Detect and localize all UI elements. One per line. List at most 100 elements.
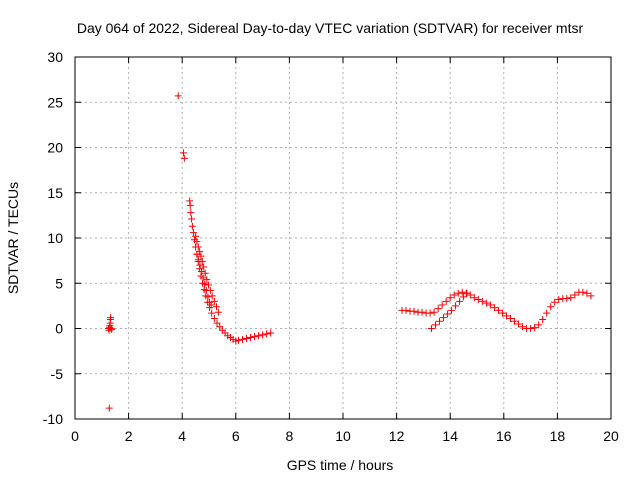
data-point — [186, 197, 194, 205]
data-point — [458, 288, 466, 296]
data-point — [418, 308, 426, 316]
data-point — [208, 292, 216, 300]
data-point — [478, 297, 486, 305]
data-point — [539, 315, 547, 323]
data-point — [192, 232, 200, 240]
data-point — [207, 301, 215, 309]
data-point — [180, 149, 188, 157]
y-tick-label: 10 — [47, 230, 63, 246]
y-tick-label: 25 — [47, 94, 63, 110]
x-tick-label: 0 — [71, 428, 79, 444]
data-point — [197, 252, 205, 260]
data-point — [187, 209, 195, 217]
data-point — [486, 301, 494, 309]
x-axis-label: GPS time / hours — [287, 457, 394, 473]
data-points — [105, 92, 595, 412]
x-tick-label: 10 — [335, 428, 351, 444]
data-point — [543, 309, 551, 317]
y-tick-label: -10 — [43, 411, 63, 427]
data-point — [243, 334, 251, 342]
data-point — [198, 258, 206, 266]
data-point — [494, 306, 502, 314]
data-point — [188, 222, 196, 230]
x-tick-label: 16 — [496, 428, 512, 444]
data-point — [579, 288, 587, 296]
data-point — [255, 332, 263, 340]
data-point — [490, 304, 498, 312]
data-point — [193, 250, 201, 258]
data-point — [239, 335, 246, 343]
data-point — [547, 303, 555, 311]
data-point — [456, 297, 464, 305]
data-point — [259, 331, 267, 339]
data-point — [210, 315, 218, 323]
data-point — [105, 404, 113, 412]
data-point — [203, 276, 211, 284]
data-point — [435, 317, 443, 325]
data-point — [434, 305, 442, 313]
data-point — [502, 312, 510, 320]
data-point — [196, 261, 204, 269]
data-point — [199, 274, 207, 282]
data-point — [234, 336, 242, 344]
data-point — [444, 310, 452, 318]
data-point — [531, 324, 539, 332]
data-point — [251, 333, 259, 341]
data-point — [200, 263, 208, 271]
grid — [75, 57, 611, 419]
data-point — [214, 308, 222, 316]
x-tick-label: 18 — [550, 428, 566, 444]
data-point — [460, 293, 468, 301]
data-point — [194, 256, 202, 264]
x-tick-label: 14 — [442, 428, 458, 444]
data-point — [108, 325, 116, 333]
data-point — [201, 269, 209, 277]
data-point — [440, 314, 447, 322]
data-point — [563, 295, 571, 303]
data-point — [186, 201, 194, 209]
y-tick-label: -5 — [51, 366, 64, 382]
y-tick-label: 5 — [55, 275, 63, 291]
y-tick-label: 0 — [55, 321, 63, 337]
data-point — [519, 323, 527, 331]
y-tick-labels: -10 -5 0 5 10 15 20 25 30 — [43, 49, 63, 427]
data-point — [202, 286, 210, 294]
data-point — [188, 215, 196, 223]
data-point — [446, 294, 454, 302]
data-point — [587, 292, 595, 300]
y-tick-label: 20 — [47, 140, 63, 156]
data-point — [204, 293, 212, 301]
data-point — [208, 309, 216, 317]
data-point — [201, 280, 209, 288]
data-point — [583, 289, 591, 297]
x-tick-label: 4 — [178, 428, 186, 444]
data-point — [210, 297, 218, 305]
data-point — [430, 308, 438, 316]
data-point — [402, 306, 410, 314]
y-axis-label: SDTVAR / TECUs — [5, 182, 21, 294]
data-point — [452, 302, 460, 310]
chart-title: Day 064 of 2022, Sidereal Day-to-day VTE… — [77, 20, 584, 36]
data-point — [450, 291, 458, 299]
data-point — [567, 294, 575, 302]
data-point — [107, 314, 115, 322]
data-point — [247, 334, 255, 342]
data-point — [527, 325, 535, 332]
data-point — [267, 329, 275, 337]
data-point — [466, 291, 474, 299]
data-point — [204, 281, 212, 289]
data-point — [448, 306, 456, 314]
data-point — [216, 323, 224, 331]
data-point — [213, 319, 221, 327]
data-point — [438, 301, 446, 309]
x-tick-label: 20 — [603, 428, 619, 444]
data-point — [431, 321, 439, 329]
data-point — [427, 325, 435, 332]
data-point — [498, 309, 506, 317]
data-point — [442, 297, 450, 305]
data-point — [180, 154, 188, 162]
data-point — [463, 289, 471, 297]
x-tick-label: 6 — [232, 428, 240, 444]
x-tick-labels: 0 2 4 6 8 10 12 14 16 18 20 — [71, 428, 619, 444]
